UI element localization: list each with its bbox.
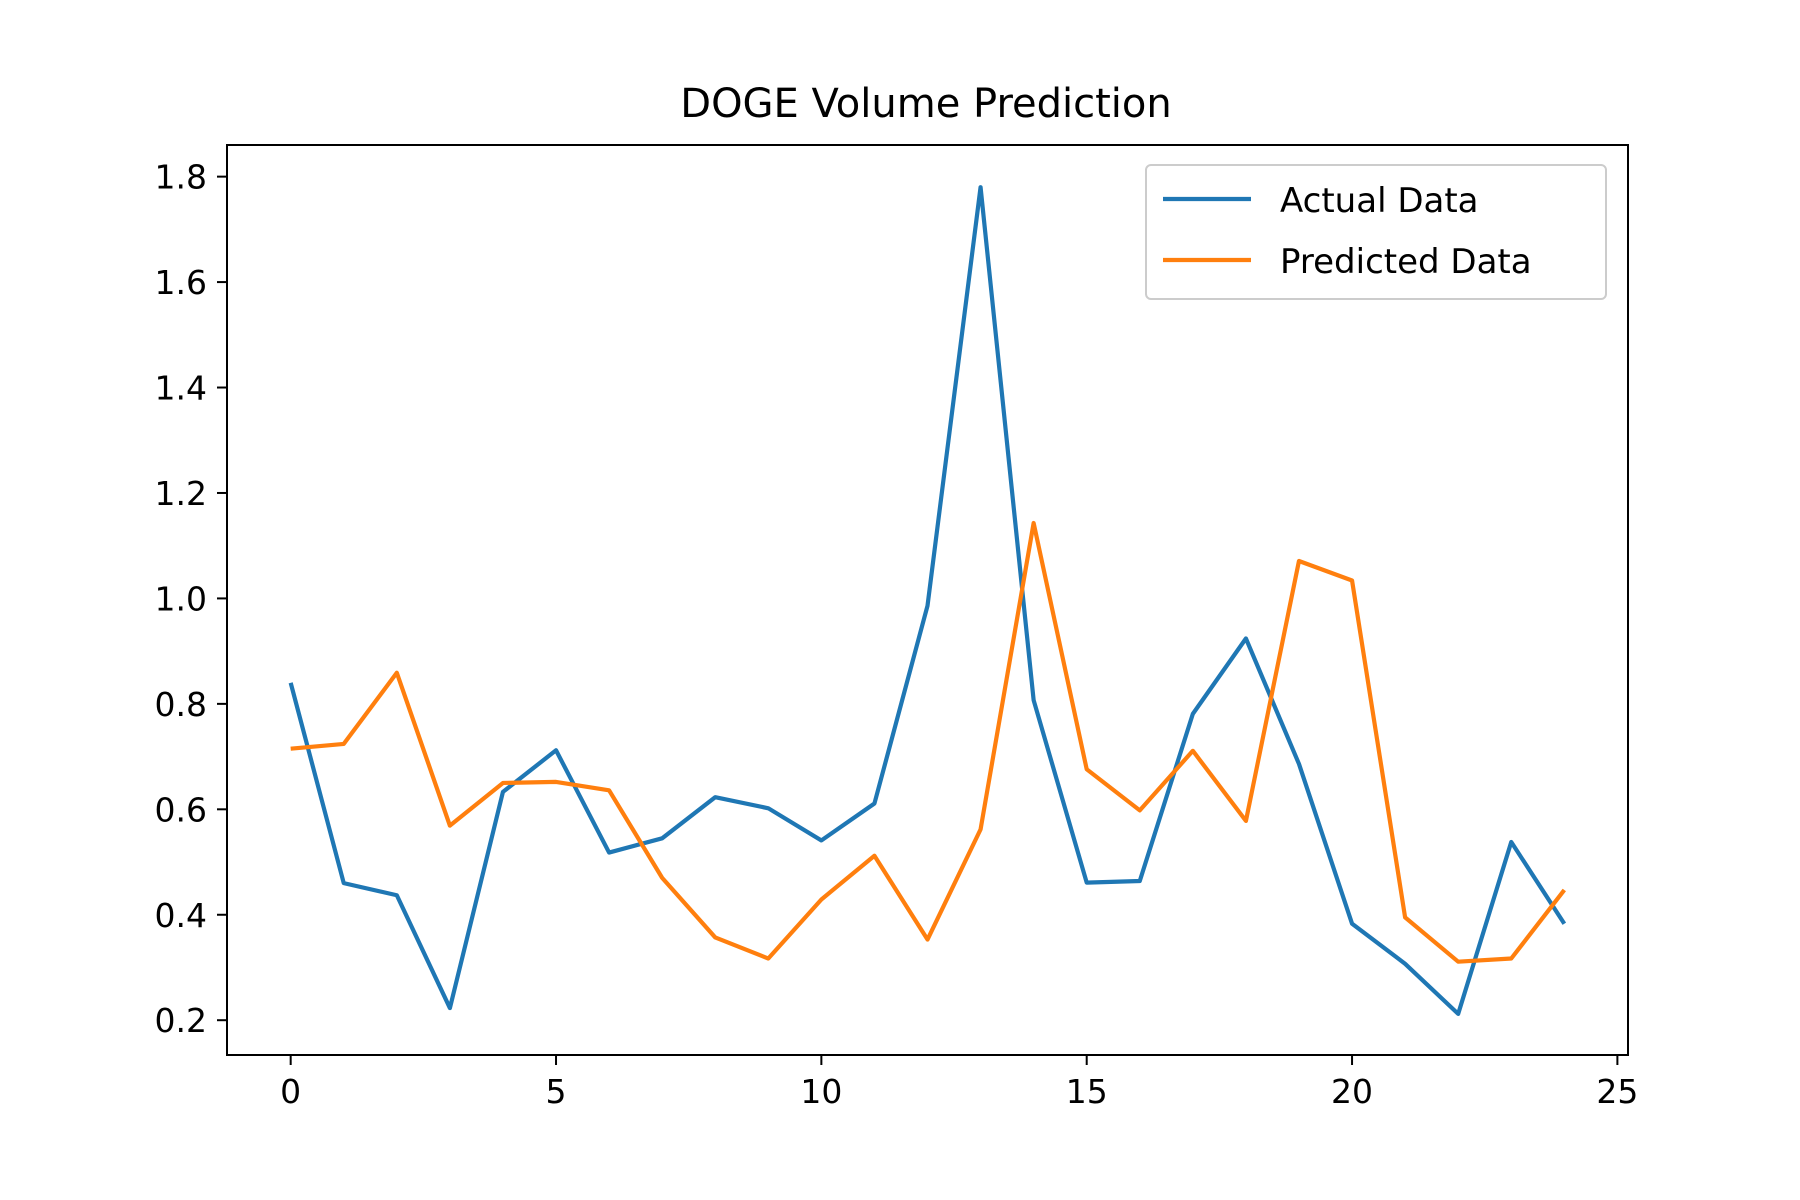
series-layer xyxy=(288,185,1567,1016)
axes-layer: 0 5 10 15 20 25 0.2 0.4 0.6 0.8 1.0 1.2 1.4 1.6 1.8 xyxy=(155,144,1638,1111)
legend: Actual Data Predicted Data xyxy=(1145,164,1607,300)
chart-title: DOGE Volume Prediction xyxy=(680,81,1171,127)
y-tick-label: 1.2 xyxy=(155,474,207,513)
y-tick-label: 1.8 xyxy=(155,158,207,197)
x-tick-label: 5 xyxy=(546,1072,567,1111)
y-tick-label: 1.0 xyxy=(155,579,207,618)
x-tick-label: 0 xyxy=(280,1072,301,1111)
plot-frame xyxy=(226,144,1629,1056)
y-tick-label: 0.2 xyxy=(155,1001,207,1040)
series-line-actual xyxy=(288,185,1567,1016)
x-tick-label: 15 xyxy=(1066,1072,1108,1111)
series-line-predicted xyxy=(290,520,1566,964)
x-tick-label: 10 xyxy=(800,1072,842,1111)
y-tick-label: 0.4 xyxy=(155,896,207,935)
legend-label-actual: Actual Data xyxy=(1280,181,1479,221)
y-tick-label: 0.8 xyxy=(155,685,207,724)
y-tick-label: 0.6 xyxy=(155,790,207,829)
legend-frame xyxy=(1145,164,1607,300)
legend-label-predicted: Predicted Data xyxy=(1280,242,1532,282)
x-tick-label: 20 xyxy=(1331,1072,1373,1111)
y-tick-label: 1.6 xyxy=(155,263,207,302)
y-tick-label: 1.4 xyxy=(155,369,207,408)
x-tick-label: 25 xyxy=(1596,1072,1638,1111)
